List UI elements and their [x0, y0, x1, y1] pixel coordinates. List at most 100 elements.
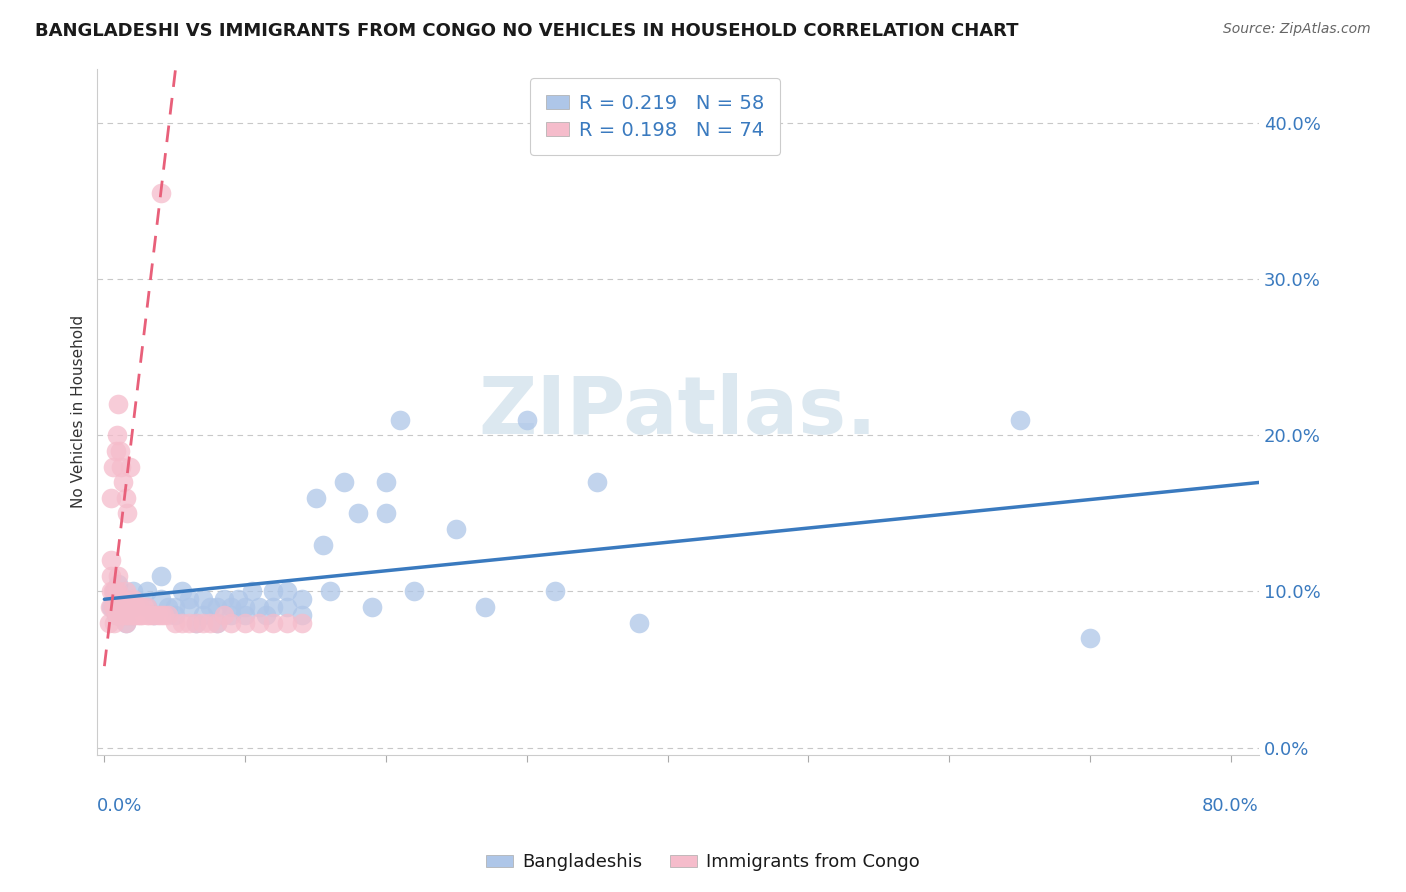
Point — [290, 592, 312, 607]
Point — [120, 607, 142, 622]
Point — [111, 600, 134, 615]
Point — [1078, 632, 1101, 646]
Point — [108, 444, 131, 458]
Point — [107, 397, 129, 411]
Point — [114, 607, 136, 622]
Point — [142, 607, 165, 622]
Point — [361, 600, 384, 615]
Point — [105, 592, 128, 607]
Point — [233, 607, 256, 622]
Point — [375, 507, 398, 521]
Point — [276, 600, 298, 615]
Point — [114, 584, 136, 599]
Point — [103, 600, 125, 615]
Point — [107, 600, 129, 615]
Point — [628, 615, 651, 630]
Point — [111, 475, 134, 490]
Point — [226, 592, 249, 607]
Point — [170, 615, 193, 630]
Point — [124, 600, 146, 615]
Point — [115, 507, 138, 521]
Point — [347, 507, 370, 521]
Point — [121, 584, 143, 599]
Point — [141, 607, 163, 622]
Point — [118, 459, 141, 474]
Point — [212, 592, 235, 607]
Point — [100, 600, 122, 615]
Point — [219, 600, 242, 615]
Point — [177, 592, 200, 607]
Point — [138, 607, 160, 622]
Point — [118, 600, 141, 615]
Point — [586, 475, 609, 490]
Point — [404, 584, 426, 599]
Point — [114, 491, 136, 505]
Point — [247, 600, 270, 615]
Point — [115, 600, 138, 615]
Point — [112, 600, 135, 615]
Point — [156, 607, 179, 622]
Point — [290, 607, 312, 622]
Point — [104, 584, 127, 599]
Point — [135, 584, 157, 599]
Point — [170, 584, 193, 599]
Point — [107, 569, 129, 583]
Point — [107, 600, 129, 615]
Point — [191, 615, 214, 630]
Point — [544, 584, 567, 599]
Point — [121, 600, 143, 615]
Point — [198, 600, 221, 615]
Point — [262, 600, 284, 615]
Point — [163, 615, 186, 630]
Point — [191, 607, 214, 622]
Point — [131, 607, 153, 622]
Text: Source: ZipAtlas.com: Source: ZipAtlas.com — [1223, 22, 1371, 37]
Point — [205, 615, 228, 630]
Point — [117, 600, 139, 615]
Point — [262, 584, 284, 599]
Point — [104, 607, 127, 622]
Point — [304, 491, 326, 505]
Point — [177, 600, 200, 615]
Point — [124, 607, 146, 622]
Point — [205, 615, 228, 630]
Point — [104, 600, 127, 615]
Point — [254, 607, 277, 622]
Point — [152, 607, 174, 622]
Point — [101, 459, 124, 474]
Point — [149, 569, 172, 583]
Point — [276, 584, 298, 599]
Point — [100, 584, 122, 599]
Point — [311, 538, 333, 552]
Point — [212, 607, 235, 622]
Point — [135, 600, 157, 615]
Point — [332, 475, 354, 490]
Point — [117, 607, 139, 622]
Point — [110, 592, 132, 607]
Point — [107, 607, 129, 622]
Text: BANGLADESHI VS IMMIGRANTS FROM CONGO NO VEHICLES IN HOUSEHOLD CORRELATION CHART: BANGLADESHI VS IMMIGRANTS FROM CONGO NO … — [35, 22, 1019, 40]
Point — [100, 569, 122, 583]
Point — [177, 615, 200, 630]
Point — [191, 592, 214, 607]
Point — [121, 592, 143, 607]
Point — [375, 475, 398, 490]
Point — [107, 576, 129, 591]
Point — [219, 607, 242, 622]
Point — [163, 607, 186, 622]
Point — [149, 607, 172, 622]
Point — [318, 584, 340, 599]
Point — [135, 607, 157, 622]
Point — [142, 607, 165, 622]
Legend: Bangladeshis, Immigrants from Congo: Bangladeshis, Immigrants from Congo — [479, 847, 927, 879]
Point — [101, 600, 124, 615]
Point — [111, 607, 134, 622]
Point — [516, 413, 538, 427]
Point — [474, 600, 496, 615]
Text: 80.0%: 80.0% — [1202, 797, 1258, 814]
Point — [100, 553, 122, 567]
Point — [127, 607, 149, 622]
Point — [128, 607, 150, 622]
Point — [276, 615, 298, 630]
Legend: R = 0.219   N = 58, R = 0.198   N = 74: R = 0.219 N = 58, R = 0.198 N = 74 — [530, 78, 780, 155]
